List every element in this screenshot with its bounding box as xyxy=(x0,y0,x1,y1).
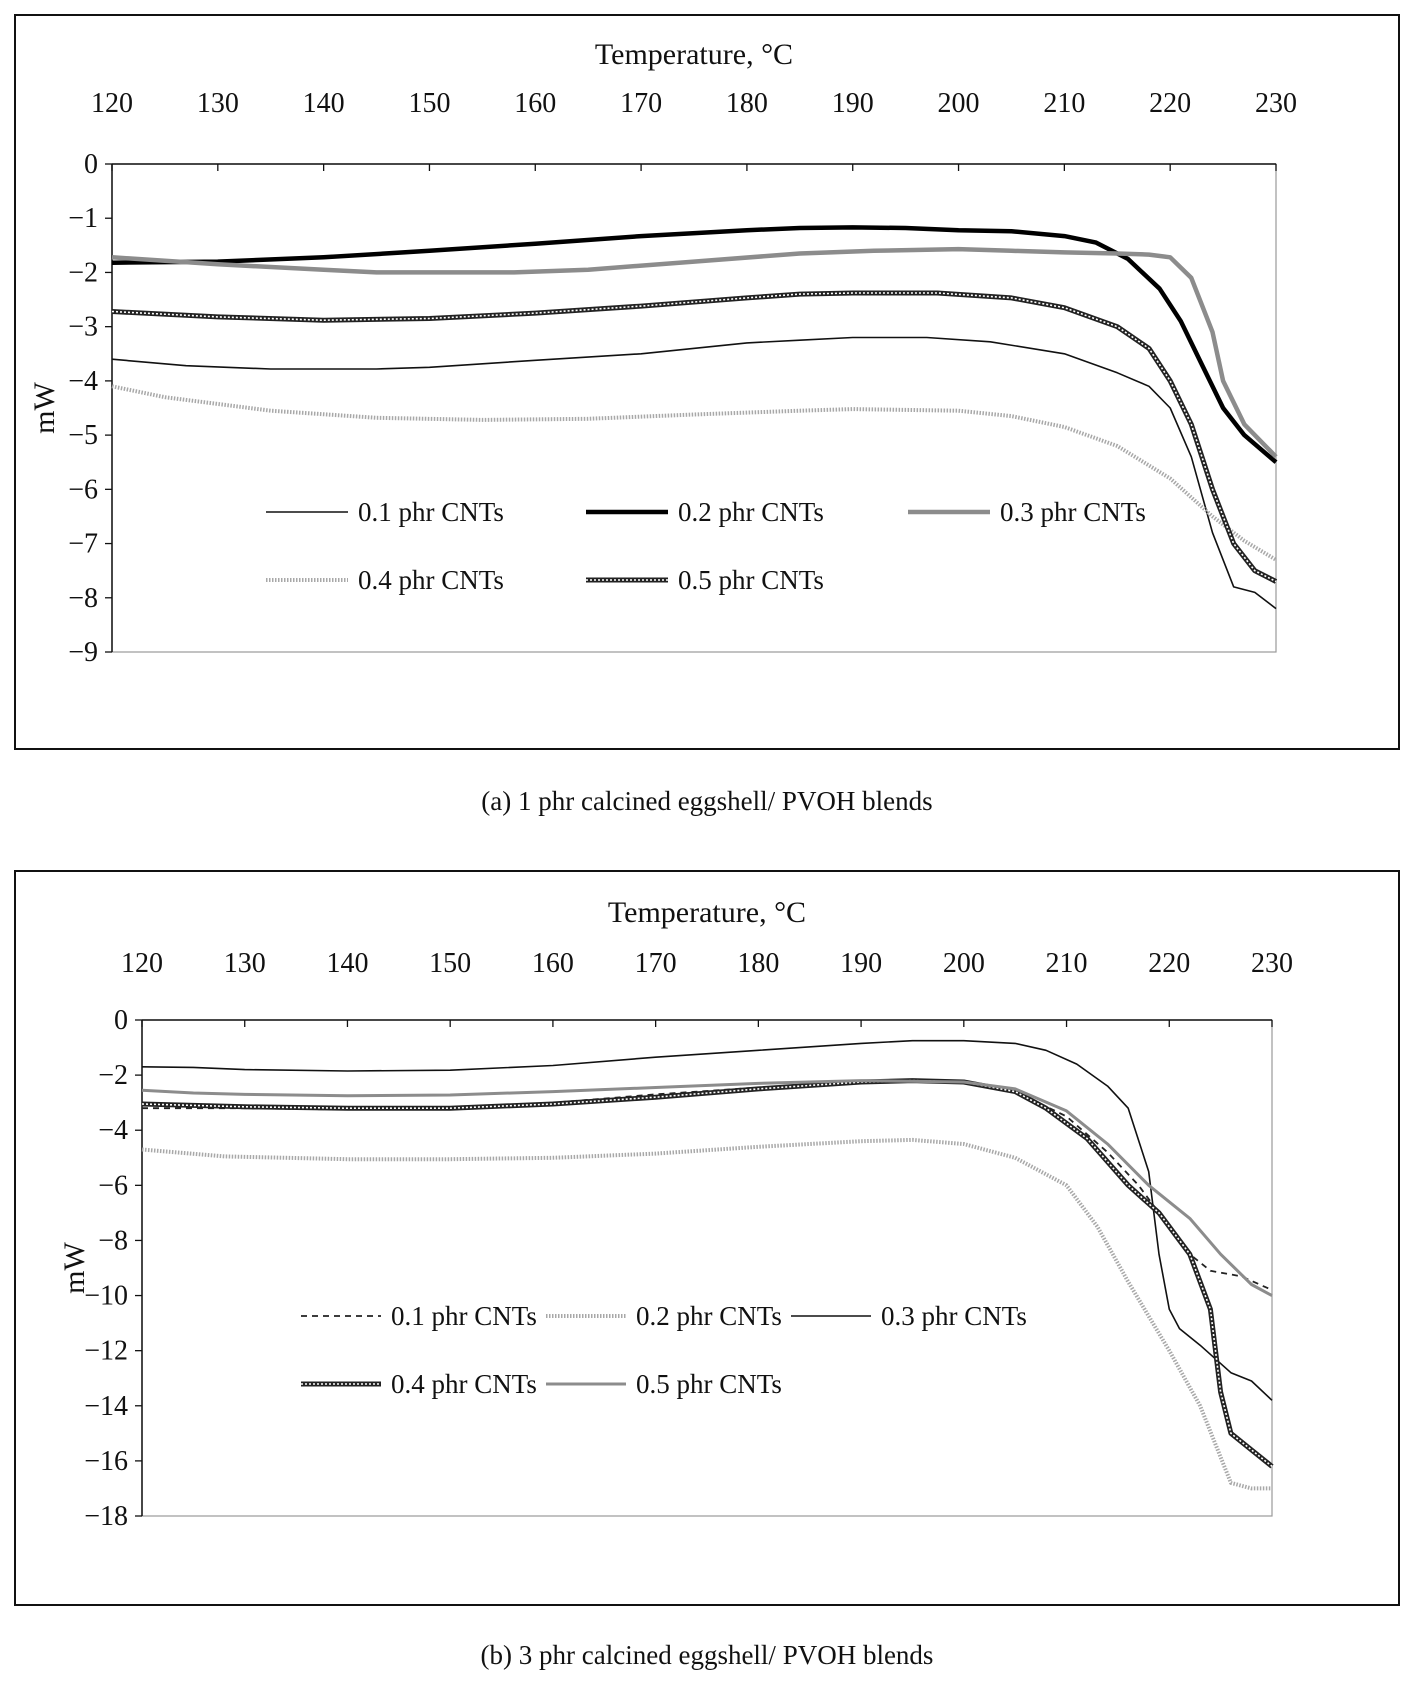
x-tick-label-b: 130 xyxy=(224,948,266,979)
chart-panel-a: 120 130 140 150 160 170 180 190 200 210 220 230 0 −1 −… xyxy=(14,14,1400,750)
x-tick-label-a: 130 xyxy=(197,88,239,119)
chart-panel-b: 120 130 140 150 160 170 180 190 200 210 220 230 0 −2 −… xyxy=(14,870,1400,1606)
legend-label-b-4: 0.4 phr CNTs xyxy=(391,1369,537,1399)
y-tick-label-b: −16 xyxy=(84,1446,128,1477)
x-tick-label-b: 230 xyxy=(1251,948,1293,979)
y-tick-label-a: 0 xyxy=(84,149,98,180)
x-tick-label-a: 150 xyxy=(408,88,450,119)
chart-a-svg: 120 130 140 150 160 170 180 190 200 210 220 230 0 −1 −… xyxy=(28,38,1297,668)
series-line-a-3 xyxy=(111,246,1278,459)
x-tick-label-a: 220 xyxy=(1149,88,1191,119)
legend-label-a-2: 0.2 phr CNTs xyxy=(678,497,824,527)
x-tick-label-a: 230 xyxy=(1255,88,1297,119)
x-tick-label-a: 170 xyxy=(620,88,662,119)
series-line-b-5 xyxy=(141,1079,1273,1297)
y-tick-label-a: −7 xyxy=(68,529,98,560)
legend-label-b-1: 0.1 phr CNTs xyxy=(391,1301,537,1331)
series-line-b-4 xyxy=(141,1078,1274,1469)
series-line-overlay-a-5 xyxy=(111,292,1277,583)
series-line-b-1 xyxy=(142,1079,1273,1291)
legend-label-b-3: 0.3 phr CNTs xyxy=(881,1301,1027,1331)
x-tick-label-b: 140 xyxy=(326,948,368,979)
y-tick-label-b: −10 xyxy=(84,1281,128,1312)
y-axis-title-b: mW xyxy=(58,1241,91,1293)
series-line-a-5 xyxy=(111,290,1278,584)
y-tick-label-b: −6 xyxy=(98,1170,128,1201)
y-tick-label-b: −18 xyxy=(84,1501,128,1532)
legend-label-a-4: 0.4 phr CNTs xyxy=(358,565,504,595)
x-tick-label-b: 210 xyxy=(1046,948,1088,979)
x-tick-label-a: 190 xyxy=(832,88,874,119)
y-tick-label-a: −6 xyxy=(68,474,98,505)
x-tick-label-b: 220 xyxy=(1148,948,1190,979)
x-axis-title-a: Temperature, °C xyxy=(595,38,793,71)
x-tick-label-a: 160 xyxy=(514,88,556,119)
y-tick-label-a: −8 xyxy=(68,583,98,614)
x-axis-title-b: Temperature, °C xyxy=(608,896,806,929)
y-tick-label-a: −5 xyxy=(68,420,98,451)
caption-b: (b) 3 phr calcined eggshell/ PVOH blends xyxy=(480,1640,934,1670)
y-tick-label-b: −2 xyxy=(98,1060,128,1091)
x-tick-label-a: 120 xyxy=(91,88,133,119)
y-tick-label-a: −1 xyxy=(68,203,98,234)
x-tick-label-b: 170 xyxy=(635,948,677,979)
x-tick-label-b: 150 xyxy=(429,948,471,979)
x-tick-label-b: 190 xyxy=(840,948,882,979)
chart-b-svg: 120 130 140 150 160 170 180 190 200 210 220 230 0 −2 −… xyxy=(58,896,1293,1532)
x-tick-label-b: 160 xyxy=(532,948,574,979)
series-line-a-4 xyxy=(111,384,1278,562)
y-tick-label-a: −2 xyxy=(68,257,98,288)
y-axis-title-a: mW xyxy=(28,381,61,433)
caption-a: (a) 1 phr calcined eggshell/ PVOH blends xyxy=(481,786,933,816)
x-tick-label-a: 140 xyxy=(303,88,345,119)
y-tick-label-a: −9 xyxy=(68,637,98,668)
legend-label-a-1: 0.1 phr CNTs xyxy=(358,497,504,527)
y-tick-label-b: −4 xyxy=(98,1115,128,1146)
y-tick-label-b: −8 xyxy=(98,1225,128,1256)
x-tick-label-b: 120 xyxy=(121,948,163,979)
x-tick-label-a: 210 xyxy=(1043,88,1085,119)
series-line-b-2 xyxy=(141,1137,1272,1491)
y-tick-label-a: −4 xyxy=(68,366,98,397)
legend-label-b-2: 0.2 phr CNTs xyxy=(636,1301,782,1331)
y-tick-label-b: 0 xyxy=(114,1005,128,1036)
x-tick-label-a: 180 xyxy=(726,88,768,119)
legend-label-a-5: 0.5 phr CNTs xyxy=(678,565,824,595)
x-tick-label-b: 180 xyxy=(737,948,779,979)
x-tick-label-b: 200 xyxy=(943,948,985,979)
series-line-a-2 xyxy=(111,225,1278,464)
legend-label-a-3: 0.3 phr CNTs xyxy=(1000,497,1146,527)
series-line-b-3 xyxy=(141,1039,1273,1401)
y-tick-label-a: −3 xyxy=(68,312,98,343)
legend-label-b-5: 0.5 phr CNTs xyxy=(636,1369,782,1399)
x-tick-label-a: 200 xyxy=(938,88,980,119)
y-tick-label-b: −14 xyxy=(84,1391,128,1422)
y-tick-label-b: −12 xyxy=(84,1336,128,1367)
chart-b-group: 120 130 140 150 160 170 180 190 200 210 220 230 0 −2 −… xyxy=(58,896,1293,1532)
